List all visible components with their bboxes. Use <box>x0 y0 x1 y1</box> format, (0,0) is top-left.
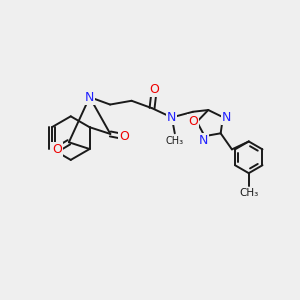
Text: CH₃: CH₃ <box>239 188 258 198</box>
Text: O: O <box>188 115 198 128</box>
Text: O: O <box>149 83 159 96</box>
Text: N: N <box>222 111 232 124</box>
Text: N: N <box>85 91 94 103</box>
Text: O: O <box>52 143 62 156</box>
Text: O: O <box>119 130 129 143</box>
Text: N: N <box>199 134 208 147</box>
Text: CH₃: CH₃ <box>166 136 184 146</box>
Text: N: N <box>167 111 176 124</box>
